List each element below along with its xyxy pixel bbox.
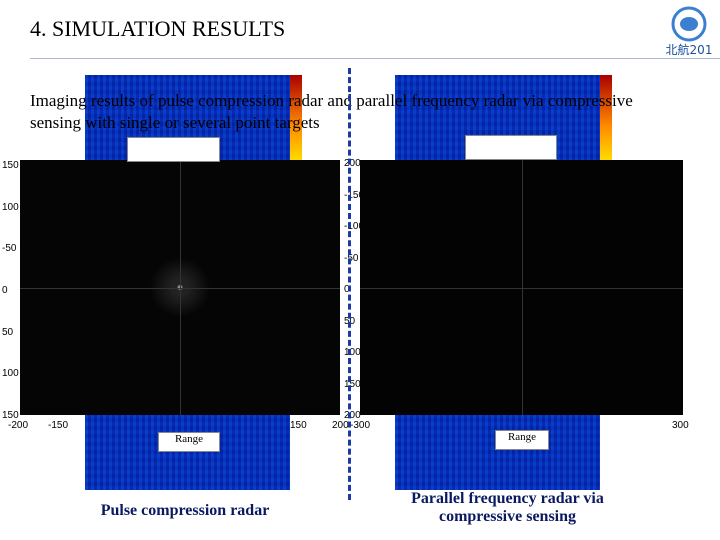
tick-label: -200 [8,420,29,431]
caption: Parallel frequency radar via compressive… [395,490,620,526]
tick-label: 150 [344,378,361,390]
tick-label: 100 [2,201,19,213]
subtitle: Imaging results of pulse compression rad… [30,91,633,132]
tick-label: 50 [2,326,14,338]
tick-label: 0 [344,284,350,295]
tick-label: -150 [344,189,365,201]
tick-label: 200 [344,158,361,169]
caption: Pulse compression radar [70,502,300,520]
tick-label: 150 [290,420,307,431]
tick-label: -150 [48,420,69,431]
tick-label: -50 [344,252,359,264]
logo: 北航201 [666,6,713,57]
divider [348,68,351,500]
tick-label: -100 [344,221,365,232]
tick-label: 150 [2,160,19,171]
image-right [360,160,683,415]
logo-text: 北航201 [666,42,713,57]
tick-label: 300 [672,420,689,431]
tick-label: 200 [344,410,361,421]
tick-label: -50 [2,243,17,255]
title-rule [30,58,720,59]
tick-label: 150 [2,410,19,421]
slide-title: 4. SIMULATION RESULTS [30,16,286,41]
label-box [465,135,557,160]
tick-label: 100 [344,347,361,358]
tick-label: 200 [332,420,349,431]
label-box [127,137,220,162]
tick-label: -300 [350,420,371,431]
tick-label: 0 [2,285,8,296]
axis-label: Range [158,432,220,452]
tick-label: 100 [2,368,19,380]
axis-label: Range [495,430,549,450]
image-left [20,160,340,415]
